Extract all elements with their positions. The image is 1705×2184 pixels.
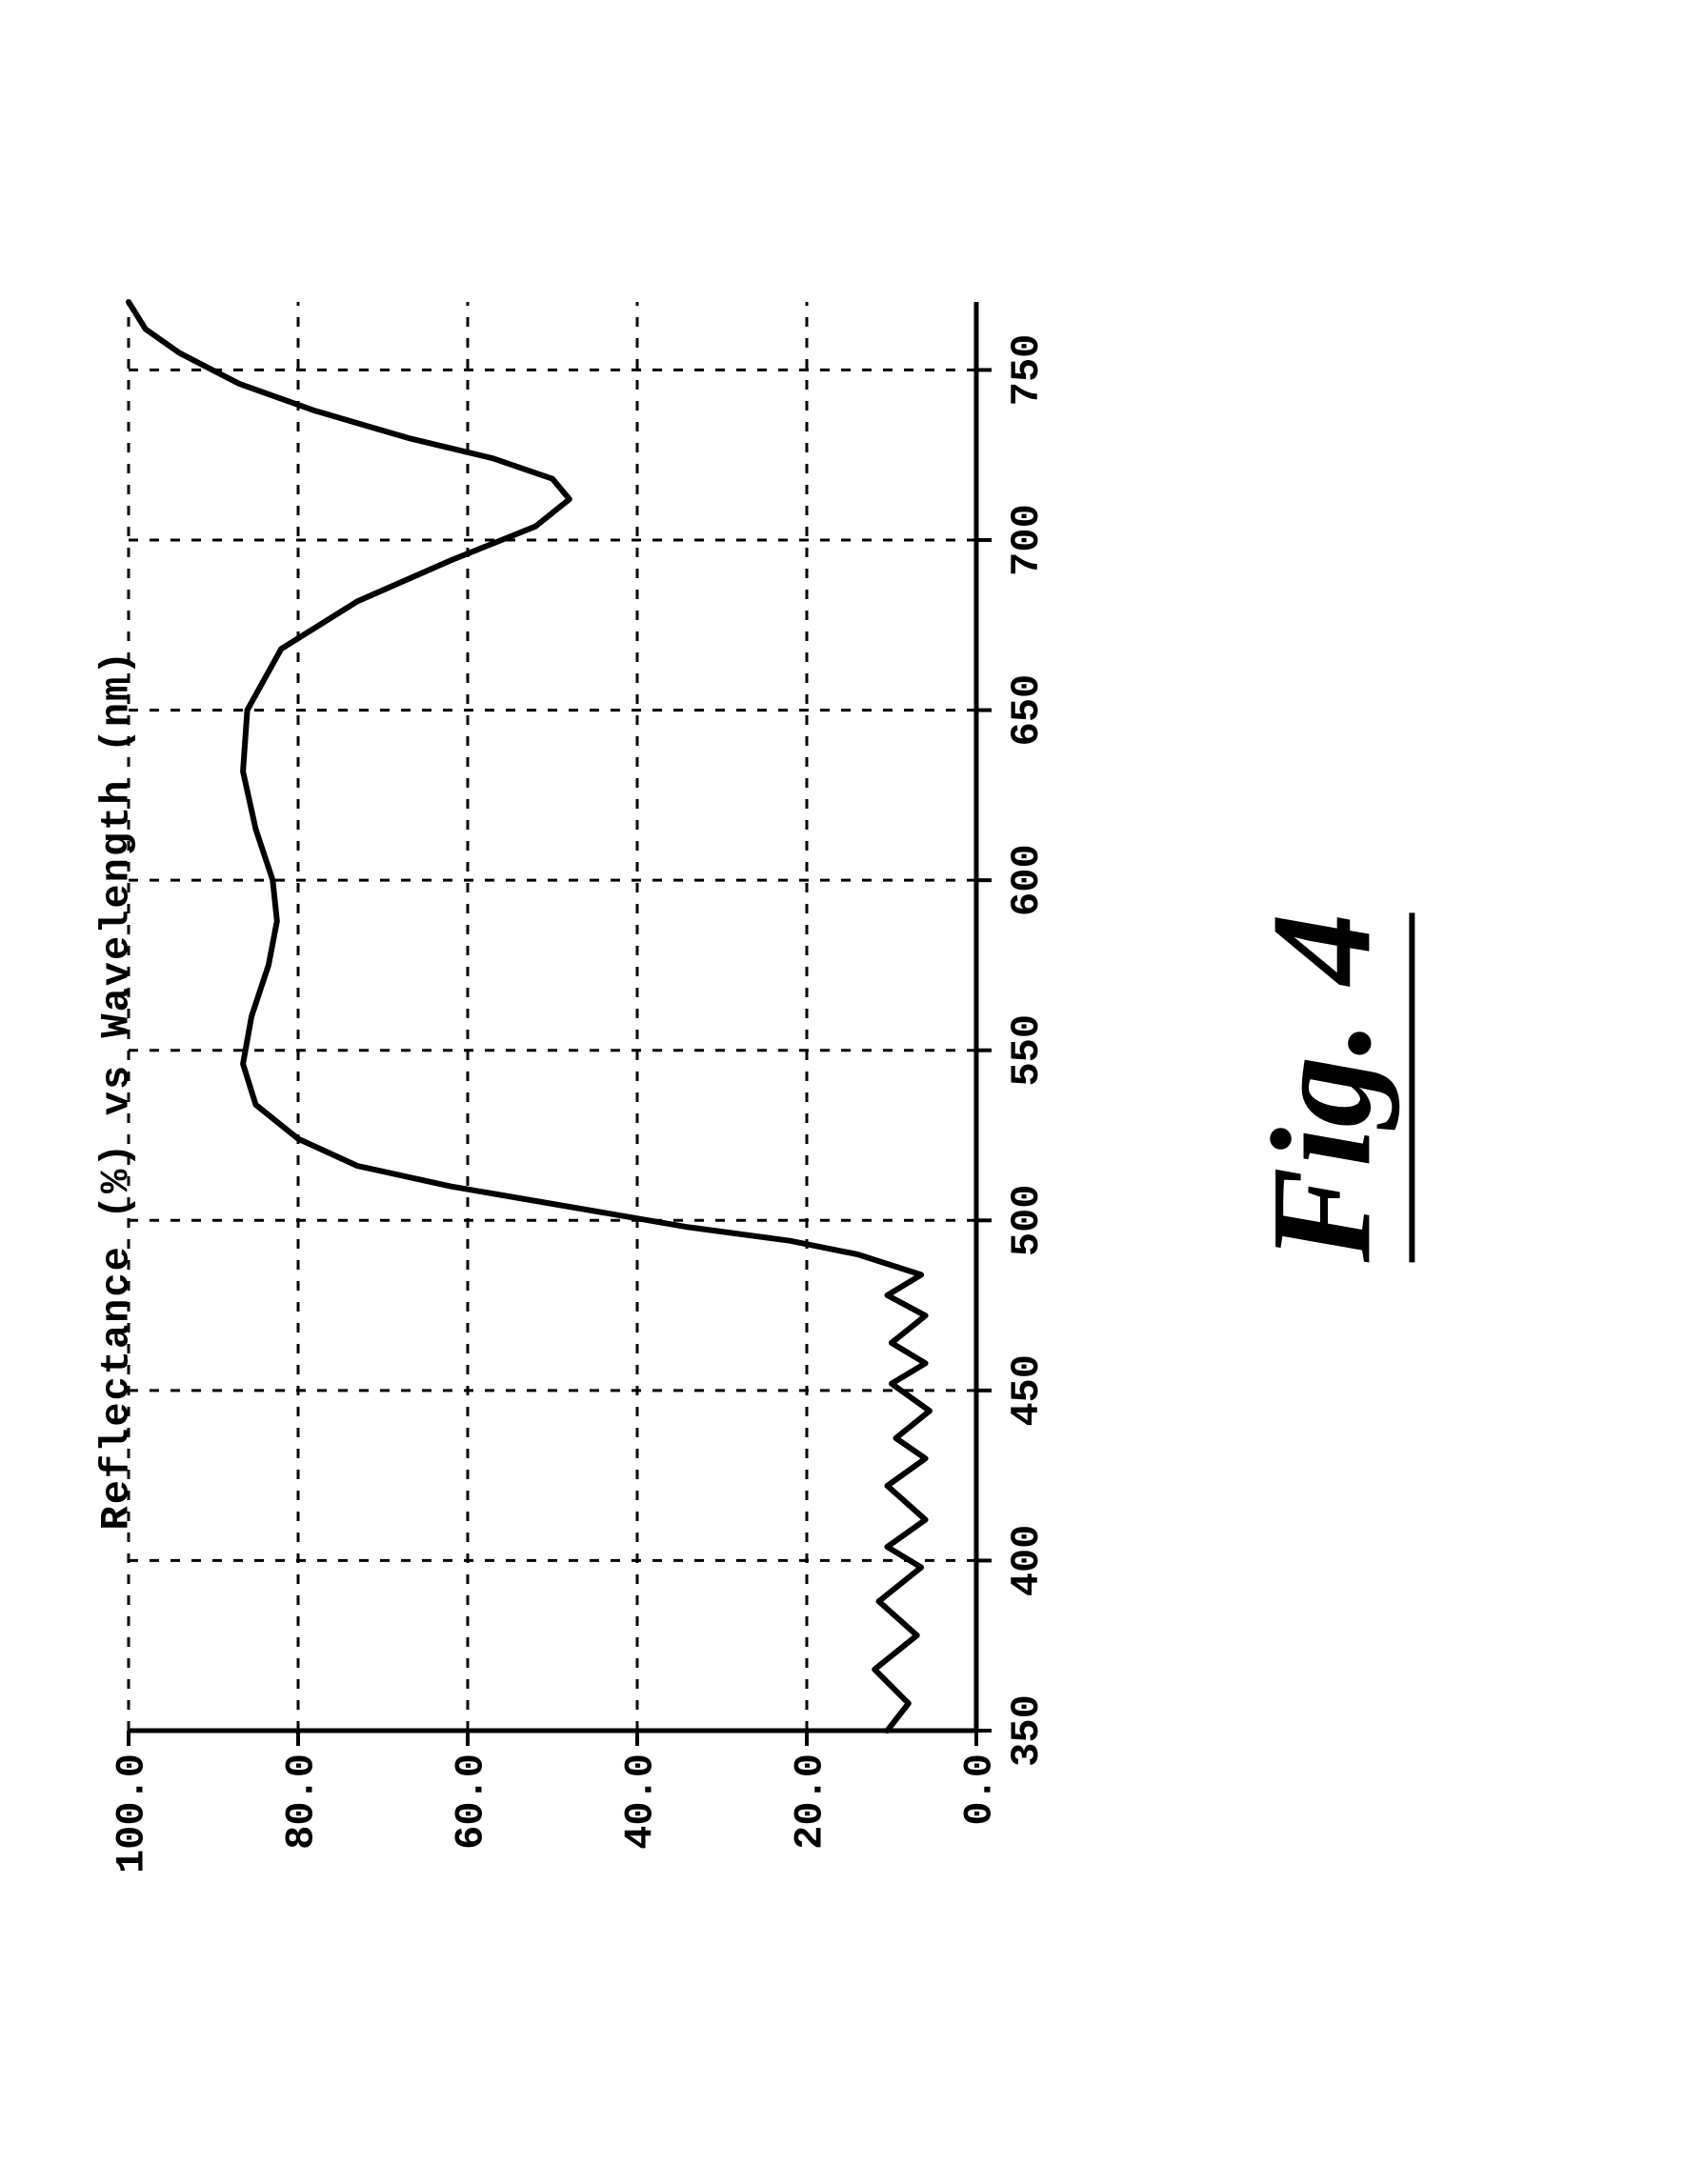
y-tick-label: 60.0 <box>449 1753 494 1850</box>
y-tick-label: 20.0 <box>788 1753 833 1850</box>
chart-svg: 350 400 450 500 550 600 650 700 750 0.0 20.0 40.0 60… <box>100 264 1110 1893</box>
axis-caption: Reflectance (%) vs Wavelength (nm) <box>93 650 139 1531</box>
x-tick-label: 350 <box>1004 1694 1050 1767</box>
y-tick-label: 80.0 <box>279 1753 325 1850</box>
x-tick-label: 750 <box>1004 334 1050 407</box>
x-tick-label: 550 <box>1004 1014 1050 1087</box>
figure-title-underline <box>1409 913 1414 1263</box>
page-root: Fig. 4 350 400 450 500 550 600 650 700 750 0.0 20.… <box>0 0 1705 2184</box>
y-tick-label: 0.0 <box>957 1753 1003 1826</box>
figure-title: Fig. 4 <box>1239 913 1414 1263</box>
x-tick-label: 650 <box>1004 674 1050 747</box>
x-tick-label: 600 <box>1004 844 1050 916</box>
x-tick-label: 400 <box>1004 1525 1050 1597</box>
x-tick-label: 500 <box>1004 1184 1050 1256</box>
axis-caption-text: Reflectance (%) vs Wavelength (nm) <box>93 650 139 1531</box>
figure-title-text: Fig. 4 <box>1242 913 1400 1263</box>
y-tick-label: 40.0 <box>618 1753 664 1850</box>
x-tick-label: 450 <box>1004 1354 1050 1427</box>
y-tick-label: 100.0 <box>110 1753 155 1873</box>
reflectance-chart: 350 400 450 500 550 600 650 700 750 0.0 20.0 40.0 60… <box>100 264 1110 1893</box>
x-tick-label: 700 <box>1004 504 1050 576</box>
